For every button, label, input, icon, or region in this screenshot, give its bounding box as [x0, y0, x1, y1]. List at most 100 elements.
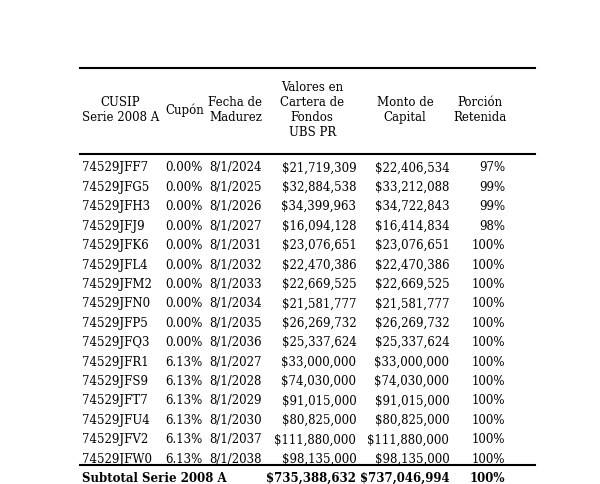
Text: 6.13%: 6.13%: [166, 413, 203, 426]
Text: 6.13%: 6.13%: [166, 393, 203, 407]
Text: 100%: 100%: [472, 374, 505, 387]
Text: 100%: 100%: [472, 355, 505, 368]
Text: $22,470,386: $22,470,386: [375, 258, 449, 271]
Text: 97%: 97%: [479, 161, 505, 174]
Text: 8/1/2027: 8/1/2027: [209, 355, 262, 368]
Text: 0.00%: 0.00%: [166, 239, 203, 252]
Text: 6.13%: 6.13%: [166, 355, 203, 368]
Text: 74529JFQ3: 74529JFQ3: [82, 335, 149, 348]
Text: $74,030,000: $74,030,000: [281, 374, 356, 387]
Text: 8/1/2028: 8/1/2028: [209, 374, 262, 387]
Text: $33,000,000: $33,000,000: [281, 355, 356, 368]
Text: $26,269,732: $26,269,732: [375, 316, 449, 329]
Text: 8/1/2025: 8/1/2025: [209, 181, 262, 194]
Text: 99%: 99%: [479, 181, 505, 194]
Text: $16,094,128: $16,094,128: [282, 219, 356, 232]
Text: $21,581,777: $21,581,777: [375, 297, 449, 310]
Text: 74529JFJ9: 74529JFJ9: [82, 219, 145, 232]
Text: $91,015,000: $91,015,000: [374, 393, 449, 407]
Text: 8/1/2033: 8/1/2033: [209, 277, 262, 290]
Text: $26,269,732: $26,269,732: [282, 316, 356, 329]
Text: $23,076,651: $23,076,651: [281, 239, 356, 252]
Text: 0.00%: 0.00%: [166, 277, 203, 290]
Text: 6.13%: 6.13%: [166, 432, 203, 445]
Text: 100%: 100%: [472, 335, 505, 348]
Text: 0.00%: 0.00%: [166, 219, 203, 232]
Text: $737,046,994: $737,046,994: [360, 471, 449, 484]
Text: 100%: 100%: [472, 452, 505, 465]
Text: $21,581,777: $21,581,777: [282, 297, 356, 310]
Text: 8/1/2031: 8/1/2031: [209, 239, 262, 252]
Text: Fecha de
Madurez: Fecha de Madurez: [208, 96, 262, 124]
Text: $23,076,651: $23,076,651: [374, 239, 449, 252]
Text: 8/1/2024: 8/1/2024: [209, 161, 262, 174]
Text: 74529JFG5: 74529JFG5: [82, 181, 149, 194]
Text: $22,406,534: $22,406,534: [374, 161, 449, 174]
Text: 74529JFM2: 74529JFM2: [82, 277, 152, 290]
Text: 6.13%: 6.13%: [166, 374, 203, 387]
Text: $33,212,088: $33,212,088: [375, 181, 449, 194]
Text: Cupón: Cupón: [165, 104, 203, 117]
Text: 74529JFL4: 74529JFL4: [82, 258, 148, 271]
Text: $98,135,000: $98,135,000: [281, 452, 356, 465]
Text: $91,015,000: $91,015,000: [281, 393, 356, 407]
Text: 100%: 100%: [472, 258, 505, 271]
Text: $22,669,525: $22,669,525: [375, 277, 449, 290]
Text: 100%: 100%: [472, 413, 505, 426]
Text: $32,884,538: $32,884,538: [282, 181, 356, 194]
Text: 8/1/2037: 8/1/2037: [209, 432, 262, 445]
Text: 74529JFH3: 74529JFH3: [82, 200, 150, 213]
Text: Porción
Retenida: Porción Retenida: [453, 96, 506, 124]
Text: 74529JFR1: 74529JFR1: [82, 355, 149, 368]
Text: 98%: 98%: [479, 219, 505, 232]
Text: 74529JFV2: 74529JFV2: [82, 432, 148, 445]
Text: 8/1/2035: 8/1/2035: [209, 316, 262, 329]
Text: 100%: 100%: [472, 297, 505, 310]
Text: $98,135,000: $98,135,000: [374, 452, 449, 465]
Text: 8/1/2036: 8/1/2036: [209, 335, 262, 348]
Text: Subtotal Serie 2008 A: Subtotal Serie 2008 A: [82, 471, 227, 484]
Text: $33,000,000: $33,000,000: [374, 355, 449, 368]
Text: CUSIP
Serie 2008 A: CUSIP Serie 2008 A: [82, 96, 159, 124]
Text: 8/1/2026: 8/1/2026: [209, 200, 262, 213]
Text: $21,719,309: $21,719,309: [282, 161, 356, 174]
Text: $22,470,386: $22,470,386: [282, 258, 356, 271]
Text: 8/1/2032: 8/1/2032: [209, 258, 262, 271]
Text: 74529JFW0: 74529JFW0: [82, 452, 152, 465]
Text: 8/1/2038: 8/1/2038: [209, 452, 262, 465]
Text: 0.00%: 0.00%: [166, 181, 203, 194]
Text: Valores en
Cartera de
Fondos
UBS PR: Valores en Cartera de Fondos UBS PR: [280, 81, 344, 139]
Text: $80,825,000: $80,825,000: [282, 413, 356, 426]
Text: $735,388,632: $735,388,632: [266, 471, 356, 484]
Text: 74529JFT7: 74529JFT7: [82, 393, 148, 407]
Text: $25,337,624: $25,337,624: [281, 335, 356, 348]
Text: $111,880,000: $111,880,000: [274, 432, 356, 445]
Text: 74529JFP5: 74529JFP5: [82, 316, 148, 329]
Text: 100%: 100%: [472, 393, 505, 407]
Text: $111,880,000: $111,880,000: [367, 432, 449, 445]
Text: 0.00%: 0.00%: [166, 161, 203, 174]
Text: 99%: 99%: [479, 200, 505, 213]
Text: $22,669,525: $22,669,525: [282, 277, 356, 290]
Text: Monto de
Capital: Monto de Capital: [377, 96, 434, 124]
Text: 100%: 100%: [472, 277, 505, 290]
Text: 100%: 100%: [470, 471, 505, 484]
Text: 100%: 100%: [472, 432, 505, 445]
Text: 100%: 100%: [472, 316, 505, 329]
Text: 0.00%: 0.00%: [166, 258, 203, 271]
Text: 100%: 100%: [472, 239, 505, 252]
Text: 6.13%: 6.13%: [166, 452, 203, 465]
Text: 0.00%: 0.00%: [166, 335, 203, 348]
Text: 8/1/2027: 8/1/2027: [209, 219, 262, 232]
Text: 0.00%: 0.00%: [166, 200, 203, 213]
Text: $34,722,843: $34,722,843: [375, 200, 449, 213]
Text: 8/1/2030: 8/1/2030: [209, 413, 262, 426]
Text: 74529JFU4: 74529JFU4: [82, 413, 150, 426]
Text: 74529JFS9: 74529JFS9: [82, 374, 148, 387]
Text: 8/1/2034: 8/1/2034: [209, 297, 262, 310]
Text: 74529JFF7: 74529JFF7: [82, 161, 148, 174]
Text: $16,414,834: $16,414,834: [375, 219, 449, 232]
Text: $74,030,000: $74,030,000: [374, 374, 449, 387]
Text: 0.00%: 0.00%: [166, 297, 203, 310]
Text: 74529JFK6: 74529JFK6: [82, 239, 149, 252]
